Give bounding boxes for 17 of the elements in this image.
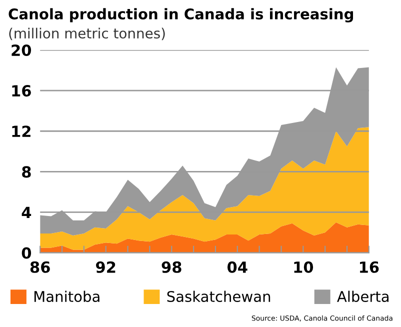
chart-title: Canola production in Canada is increasing xyxy=(8,8,354,22)
y-tick-label: 8 xyxy=(22,166,31,178)
y-tick-label: 16 xyxy=(12,85,31,97)
y-tick-label: 4 xyxy=(22,206,32,218)
y-tick-label: 0 xyxy=(22,247,32,259)
legend-label: Manitoba xyxy=(34,290,100,302)
x-tick-label: 92 xyxy=(96,261,116,273)
legend-label: Saskatchewan xyxy=(167,290,270,302)
y-tick-label: 20 xyxy=(12,44,32,56)
x-tick-label: 16 xyxy=(360,261,379,273)
y-tick-label: 12 xyxy=(12,126,30,137)
x-tick-label: 10 xyxy=(294,261,314,273)
x-tick-label: 86 xyxy=(30,261,50,273)
legend-label: Alberta xyxy=(337,290,389,302)
x-tick-label: 04 xyxy=(227,261,248,273)
chart-subtitle: (million metric tonnes) xyxy=(9,28,165,40)
x-tick-label: 98 xyxy=(162,261,182,273)
